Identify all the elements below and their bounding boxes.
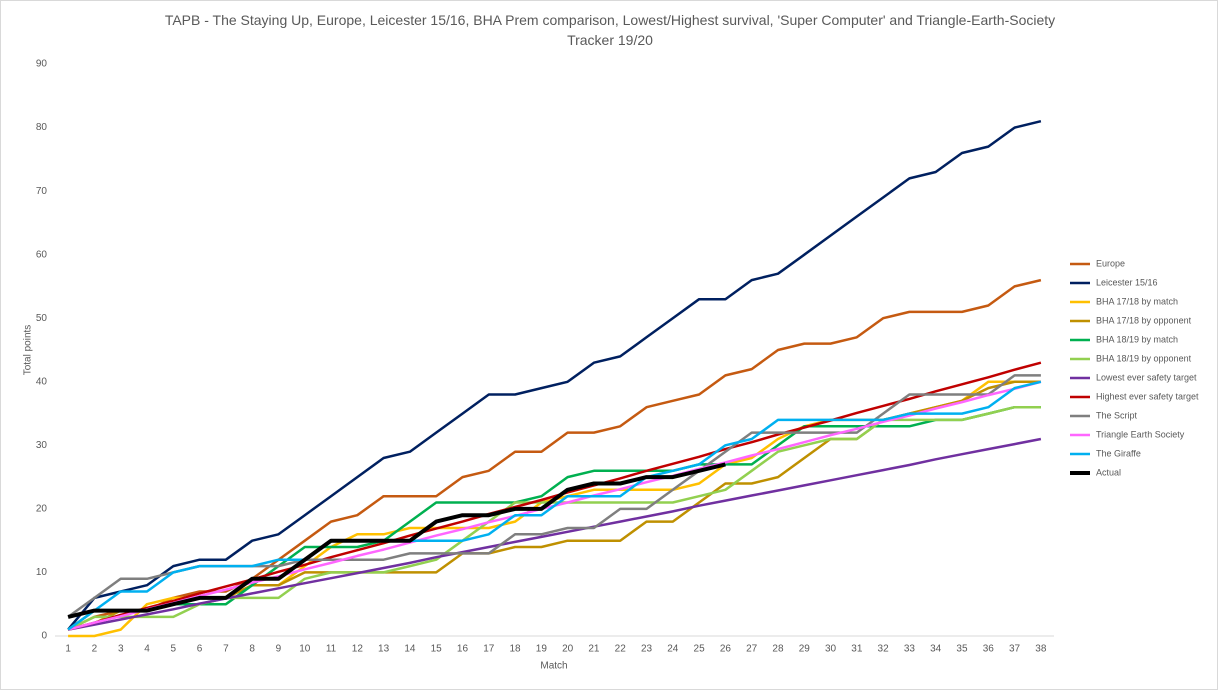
- x-tick-label: 31: [851, 644, 863, 655]
- series-line: [67, 462, 726, 619]
- y-tick-label: 20: [36, 504, 48, 515]
- x-tick-label: 18: [510, 644, 522, 655]
- y-tick-label: 70: [36, 186, 48, 197]
- x-tick-label: 12: [352, 644, 364, 655]
- series-line: [67, 437, 1042, 631]
- x-tick-label: 36: [983, 644, 995, 655]
- x-tick-label: 5: [171, 644, 177, 655]
- y-tick-label: 30: [36, 440, 48, 451]
- y-tick-label: 10: [36, 567, 48, 578]
- legend-label: Lowest ever safety target: [1096, 372, 1197, 382]
- x-tick-label: 16: [457, 644, 469, 655]
- x-tick-label: 6: [197, 644, 203, 655]
- x-tick-label: 8: [249, 644, 255, 655]
- x-tick-label: 28: [772, 644, 784, 655]
- x-tick-label: 2: [92, 644, 98, 655]
- x-tick-label: 32: [878, 644, 890, 655]
- legend-label: Leicester 15/16: [1096, 277, 1158, 287]
- legend-label: Actual: [1096, 467, 1121, 477]
- legend-label: Highest ever safety target: [1096, 391, 1199, 401]
- x-tick-label: 9: [276, 644, 282, 655]
- x-tick-label: 22: [615, 644, 627, 655]
- x-tick-label: 20: [562, 644, 574, 655]
- chart-title: TAPB - The Staying Up, Europe, Leicester…: [164, 12, 1056, 48]
- series-line: [67, 119, 1042, 631]
- y-tick-label: 40: [36, 376, 48, 387]
- legend-label: Triangle Earth Society: [1096, 429, 1185, 439]
- y-axis-label: Total points: [23, 325, 34, 376]
- x-tick-label: 27: [746, 644, 758, 655]
- x-tick-label: 3: [118, 644, 124, 655]
- series-line: [67, 405, 1041, 631]
- x-tick-label: 30: [825, 644, 837, 655]
- x-tick-label: 35: [956, 644, 968, 655]
- x-tick-label: 34: [930, 644, 942, 655]
- legend-label: The Giraffe: [1096, 448, 1141, 458]
- x-tick-label: 11: [326, 644, 337, 655]
- legend-label: Europe: [1096, 258, 1125, 268]
- x-tick-label: 21: [588, 644, 600, 655]
- y-tick-label: 60: [36, 249, 48, 260]
- x-axis-label: Match: [540, 661, 567, 672]
- x-tick-label: 25: [694, 644, 706, 655]
- x-tick-label: 10: [299, 644, 311, 655]
- legend-label: BHA 17/18 by match: [1096, 296, 1178, 306]
- x-tick-label: 33: [904, 644, 916, 655]
- x-tick-label: 24: [667, 644, 679, 655]
- x-tick-label: 19: [536, 644, 548, 655]
- x-tick-label: 37: [1009, 644, 1021, 655]
- x-tick-label: 26: [720, 644, 732, 655]
- x-tick-label: 13: [378, 644, 390, 655]
- y-tick-label: 80: [36, 122, 48, 133]
- series-line: [67, 361, 1042, 631]
- legend-label: The Script: [1096, 410, 1138, 420]
- x-tick-label: 7: [223, 644, 229, 655]
- x-tick-label: 15: [431, 644, 443, 655]
- series-line: [67, 380, 1042, 631]
- title-box: TAPB - The Staying Up, Europe, Leicester…: [164, 12, 1056, 48]
- x-tick-label: 14: [404, 644, 416, 655]
- legend-label: BHA 17/18 by opponent: [1096, 315, 1192, 325]
- y-tick-label: 0: [41, 631, 47, 642]
- x-tick-label: 38: [1035, 644, 1047, 655]
- legend-label: BHA 18/19 by match: [1096, 334, 1178, 344]
- x-tick-label: 29: [799, 644, 811, 655]
- x-tick-label: 1: [65, 644, 71, 655]
- y-tick-label: 50: [36, 313, 48, 324]
- x-tick-label: 23: [641, 644, 653, 655]
- y-tick-label: 90: [36, 59, 48, 70]
- legend-label: BHA 18/19 by opponent: [1096, 353, 1192, 363]
- x-tick-label: 4: [144, 644, 150, 655]
- x-tick-label: 17: [483, 644, 495, 655]
